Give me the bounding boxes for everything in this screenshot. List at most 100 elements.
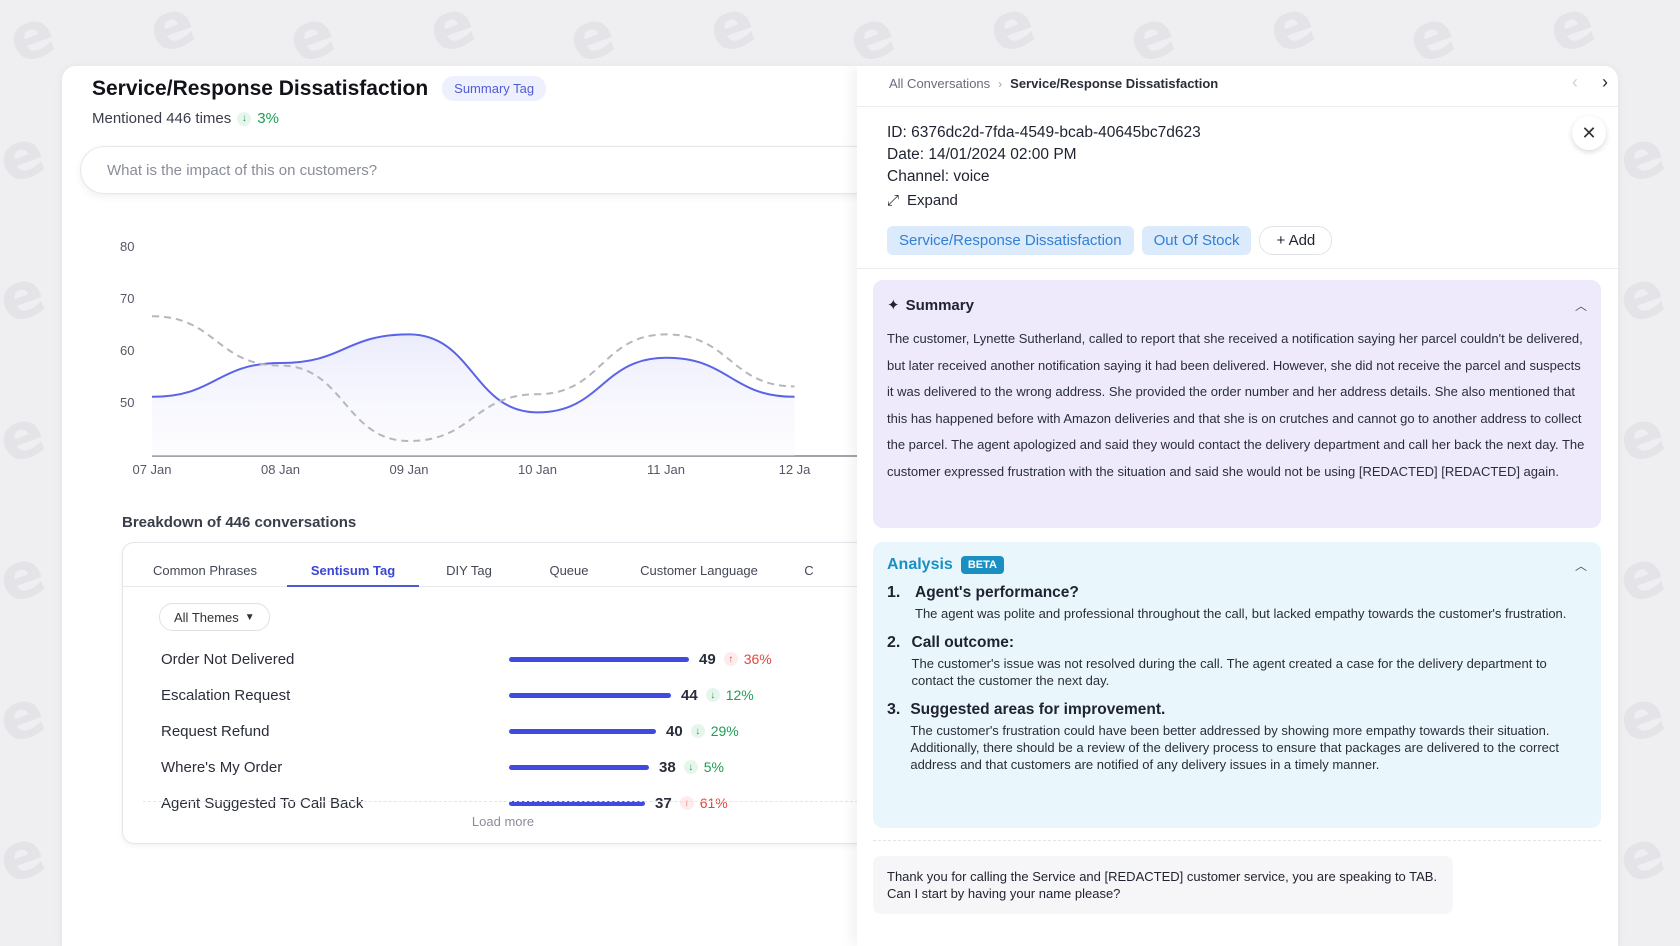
theme-label: Escalation Request: [161, 686, 291, 704]
tag-chip[interactable]: Out Of Stock: [1141, 226, 1252, 255]
trend-chart: 80 70 60 50 07 Jan 08 Jan 09 Jan 10 Jan 11 Jan 1…: [112, 231, 857, 551]
analysis-header[interactable]: Analysis BETA ︿: [887, 556, 1587, 574]
theme-row[interactable]: Order Not Delivered 49 ↑ 36%: [161, 641, 861, 677]
analysis-title: Analysis BETA: [887, 556, 1004, 574]
trend-chart-svg: 80 70 60 50 07 Jan 08 Jan 09 Jan 10 Jan 11 Jan 1…: [120, 239, 857, 477]
divider: [857, 268, 1618, 269]
summary-title-label: Summary: [905, 296, 974, 314]
theme-label: Agent Suggested To Call Back: [161, 794, 364, 812]
theme-count: 49: [699, 650, 716, 668]
analysis-item: 1. Agent's performance? The agent was po…: [887, 584, 1587, 622]
expand-label: Expand: [907, 192, 958, 209]
expand-button[interactable]: ⤢ Expand: [887, 192, 958, 209]
arrow-up-icon: ↑: [723, 652, 738, 666]
tab-common-phrases[interactable]: Common Phrases: [152, 563, 258, 578]
themes-dropdown-label: All Themes: [174, 609, 239, 625]
x-tick-label: 08 Jan: [261, 462, 300, 477]
breadcrumb-current: Service/Response Dissatisfaction: [1010, 76, 1219, 91]
series-area: [152, 334, 795, 456]
arrow-down-icon: ↓: [683, 760, 698, 774]
chevron-down-icon: ▼: [244, 611, 255, 623]
mention-count: Mentioned 446 times: [92, 110, 232, 127]
next-conversation-icon[interactable]: ›: [1602, 72, 1608, 92]
theme-label: Request Refund: [161, 722, 270, 740]
chevron-up-icon[interactable]: ︿: [1574, 558, 1587, 573]
tab-customer-language[interactable]: Customer Language: [640, 563, 758, 578]
add-tag-button[interactable]: + Add: [1259, 226, 1333, 255]
theme-change: 36%: [743, 651, 772, 667]
theme-change: 29%: [710, 723, 739, 739]
page-title: Service/Response Dissatisfaction: [92, 76, 429, 100]
breakdown-tabs: Common Phrases Sentisum Tag DIY Tag Queu…: [123, 553, 868, 587]
x-tick-label: 12 Ja: [779, 462, 812, 477]
breakdown-title: Breakdown of 446 conversations: [122, 514, 357, 531]
analysis-item: 3. Suggested areas for improvement. The …: [887, 701, 1587, 773]
analysis-title-label: Analysis: [887, 556, 953, 573]
breakdown-table: Common Phrases Sentisum Tag DIY Tag Queu…: [122, 542, 868, 844]
theme-bar: [509, 692, 671, 698]
load-more-button[interactable]: Load more: [143, 801, 863, 829]
theme-count: 38: [659, 758, 676, 776]
summary-header[interactable]: ✦ Summary ︿: [887, 296, 1587, 315]
analysis-card: Analysis BETA ︿ 1. Agent's performance? …: [873, 542, 1601, 828]
theme-bar: [509, 728, 656, 734]
previous-conversation-icon[interactable]: ‹: [1572, 72, 1578, 92]
y-tick-label: 50: [120, 395, 134, 410]
series-line-2: [151, 315, 795, 443]
close-button[interactable]: ✕: [1572, 116, 1606, 150]
summary-title: ✦ Summary: [887, 296, 974, 315]
mention-stats: Mentioned 446 times ↓ 3%: [92, 110, 279, 127]
ask-question-input[interactable]: [80, 146, 880, 194]
sparkle-icon: ✦: [887, 297, 900, 314]
tab-sentisum-tag[interactable]: Sentisum Tag: [287, 553, 419, 587]
transcript-message: Thank you for calling the Service and [R…: [873, 856, 1453, 914]
expand-icon: ⤢: [887, 192, 900, 209]
y-tick-label: 70: [120, 291, 134, 306]
theme-row[interactable]: Escalation Request 44 ↓ 12%: [161, 677, 861, 713]
arrow-down-icon: ↓: [690, 724, 705, 738]
analysis-heading: Call outcome:: [911, 634, 1015, 651]
x-tick-label: 11 Jan: [647, 462, 685, 477]
arrow-up-icon: ↑: [679, 796, 694, 810]
theme-rows: Order Not Delivered 49 ↑ 36% Escalation Requ…: [161, 641, 861, 821]
tag-chip[interactable]: Service/Response Dissatisfaction: [887, 226, 1134, 255]
theme-row[interactable]: Request Refund 40 ↓ 29%: [161, 713, 861, 749]
summary-card: ✦ Summary ︿ The customer, Lynette Suther…: [873, 280, 1601, 528]
mention-change: 3%: [257, 110, 279, 127]
analysis-heading: Suggested areas for improvement.: [910, 701, 1166, 718]
series-line-1: [151, 333, 795, 414]
theme-count: 37: [655, 794, 672, 812]
theme-change: 12%: [725, 687, 754, 703]
conversation-channel: Channel: voice: [887, 168, 990, 185]
conversation-meta: ID: 6376dc2d-7fda-4549-bcab-40645bc7d623…: [887, 122, 1201, 188]
tab-queue[interactable]: Queue: [549, 563, 589, 578]
tab-diy-tag[interactable]: DIY Tag: [446, 563, 492, 578]
theme-count: 44: [681, 686, 698, 704]
analysis-number: 1.: [887, 584, 901, 601]
arrow-down-icon: ↓: [705, 688, 720, 702]
analysis-text: The customer's frustration could have be…: [910, 723, 1560, 772]
theme-row[interactable]: Where's My Order 38 ↓ 5%: [161, 749, 861, 785]
summary-text: The customer, Lynette Sutherland, called…: [887, 331, 1585, 479]
divider: [873, 840, 1601, 841]
x-tick-label: 10 Jan: [518, 462, 557, 477]
y-tick-label: 80: [120, 239, 134, 254]
conversation-panel: All Conversations › Service/Response Dis…: [857, 66, 1618, 946]
analysis-text: The agent was polite and professional th…: [915, 606, 1567, 621]
theme-label: Where's My Order: [161, 758, 283, 776]
tab-overflow[interactable]: C: [804, 563, 814, 578]
themes-dropdown[interactable]: All Themes ▼: [159, 603, 270, 631]
analysis-item: 2. Call outcome: The customer's issue wa…: [887, 634, 1587, 689]
breadcrumb: All Conversations › Service/Response Dis…: [889, 76, 1218, 91]
close-icon: ✕: [1581, 122, 1597, 143]
main-card: Service/Response Dissatisfaction Summary…: [62, 66, 1618, 946]
theme-row[interactable]: Agent Suggested To Call Back 37 ↑ 61%: [161, 785, 861, 821]
summary-tag-badge[interactable]: Summary Tag: [442, 76, 547, 101]
x-tick-label: 07 Jan: [132, 462, 171, 477]
breadcrumb-all-conversations[interactable]: All Conversations: [889, 76, 991, 91]
analysis-number: 2.: [887, 634, 901, 651]
analysis-number: 3.: [887, 701, 901, 718]
conversation-date: Date: 14/01/2024 02:00 PM: [887, 146, 1077, 163]
chevron-up-icon[interactable]: ︿: [1574, 298, 1587, 313]
beta-badge: BETA: [960, 556, 1004, 574]
